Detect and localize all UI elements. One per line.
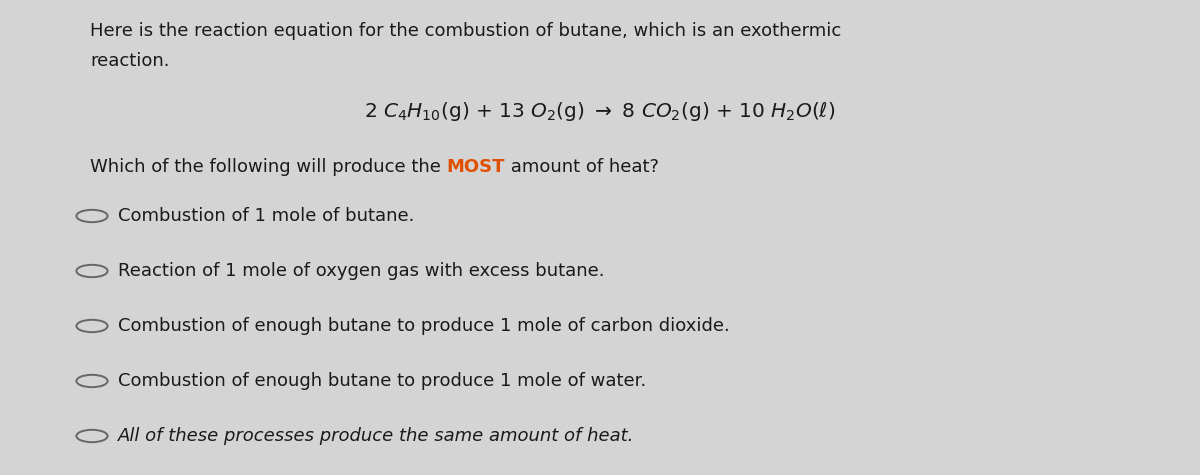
Text: reaction.: reaction. [90,52,169,70]
Text: Reaction of 1 mole of oxygen gas with excess butane.: Reaction of 1 mole of oxygen gas with ex… [118,262,605,280]
Text: All of these processes produce the same amount of heat.: All of these processes produce the same … [118,427,635,445]
Text: Combustion of enough butane to produce 1 mole of water.: Combustion of enough butane to produce 1… [118,372,647,390]
Text: Here is the reaction equation for the combustion of butane, which is an exotherm: Here is the reaction equation for the co… [90,22,841,40]
Text: Which of the following will produce the: Which of the following will produce the [90,158,446,176]
Text: Combustion of enough butane to produce 1 mole of carbon dioxide.: Combustion of enough butane to produce 1… [118,317,730,335]
Text: Combustion of 1 mole of butane.: Combustion of 1 mole of butane. [118,207,414,225]
Text: amount of heat?: amount of heat? [505,158,659,176]
Text: MOST: MOST [446,158,505,176]
Text: 2 $C_4H_{10}$(g) + 13 $O_2$(g) $\rightarrow$ 8 $CO_2$(g) + 10 $H_2O$($\ell$): 2 $C_4H_{10}$(g) + 13 $O_2$(g) $\rightar… [365,100,835,123]
